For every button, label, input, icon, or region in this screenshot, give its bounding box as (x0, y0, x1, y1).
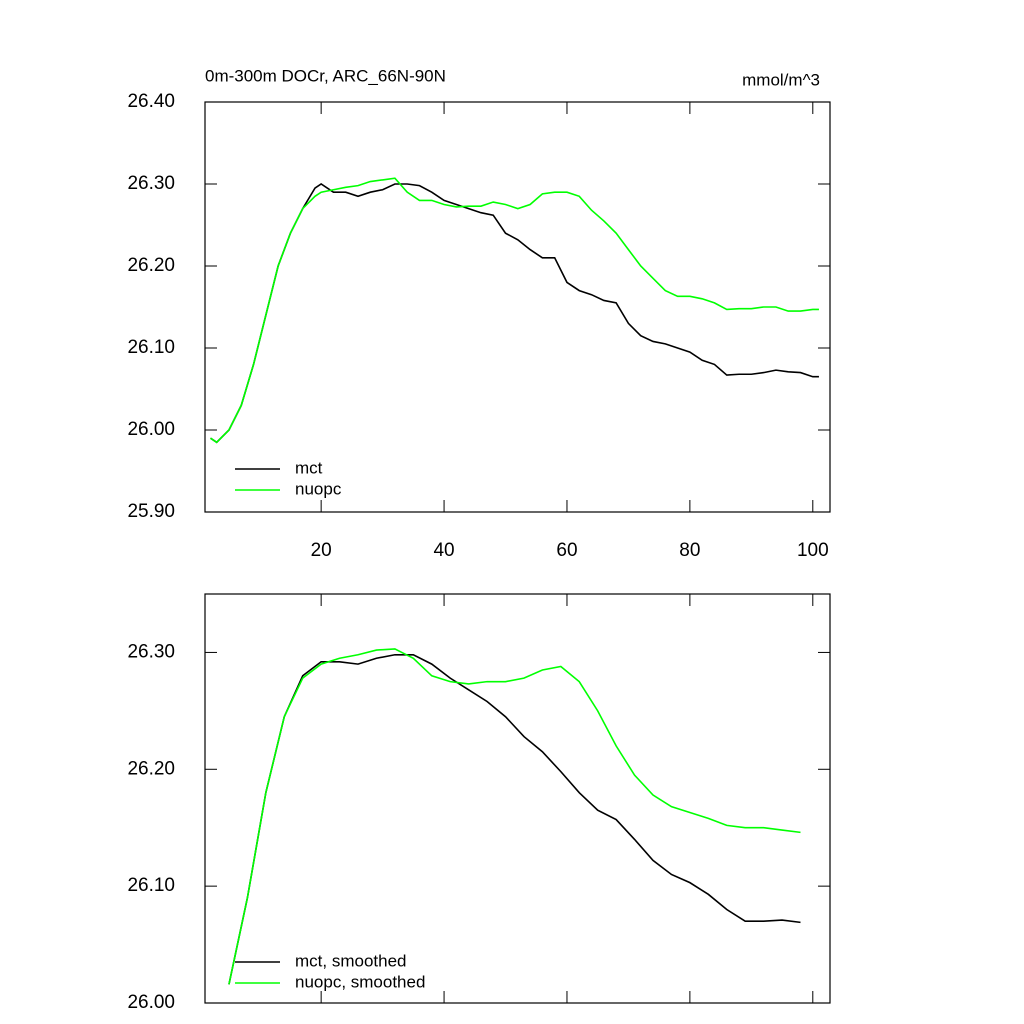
y-tick-label: 26.40 (127, 91, 175, 112)
series-line (210, 177, 819, 444)
series-line (228, 648, 801, 985)
y-tick-label: 26.30 (127, 173, 175, 194)
x-tick-label: 40 (433, 540, 454, 561)
x-tick-label: 80 (679, 540, 700, 561)
x-tick-label: 60 (556, 540, 577, 561)
y-tick-label: 26.00 (127, 419, 175, 440)
plot-frame (204, 593, 831, 1004)
x-tick-label: 100 (797, 540, 829, 561)
y-tick-label: 26.10 (127, 337, 175, 358)
series-line (228, 653, 801, 985)
legend-label: nuopc, smoothed (295, 972, 425, 991)
y-tick-label: 25.90 (127, 501, 175, 522)
y-tick-label: 26.20 (127, 255, 175, 276)
series-line (210, 183, 819, 444)
y-tick-label: 26.00 (127, 992, 175, 1013)
legend-label: nuopc (295, 479, 342, 498)
plot-frame (204, 101, 831, 513)
x-tick-label: 20 (311, 540, 332, 561)
units-label: mmol/m^3 (742, 70, 820, 89)
y-tick-label: 26.20 (127, 758, 175, 779)
chart-title: 0m-300m DOCr, ARC_66N-90N (205, 66, 446, 85)
y-tick-label: 26.30 (127, 641, 175, 662)
legend-label: mct (295, 458, 323, 477)
y-tick-label: 26.10 (127, 875, 175, 896)
legend-label: mct, smoothed (295, 951, 407, 970)
